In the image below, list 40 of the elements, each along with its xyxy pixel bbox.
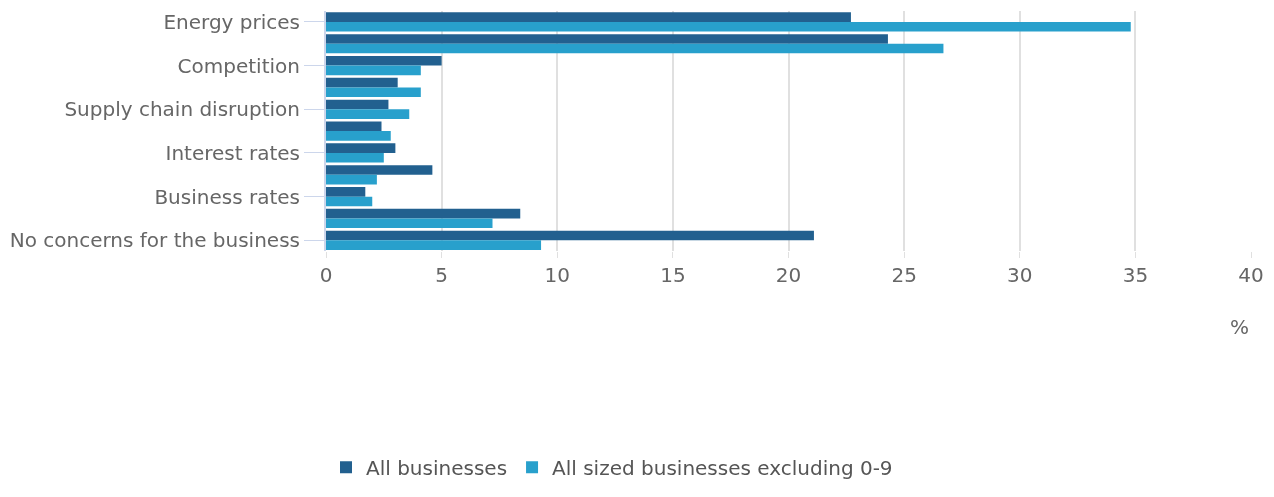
- y-tick-label: Competition: [177, 53, 300, 78]
- bar: [326, 187, 366, 197]
- bar: [326, 65, 421, 76]
- x-axis-title: %: [1230, 315, 1250, 339]
- bar: [326, 208, 521, 219]
- x-tick-label: 0: [319, 263, 333, 288]
- y-tick-label: Interest rates: [165, 140, 300, 165]
- bar: [326, 55, 442, 66]
- bar: [326, 77, 398, 88]
- x-tick-label: 15: [660, 263, 686, 288]
- y-tick-label: Energy prices: [163, 9, 300, 34]
- bar: [326, 43, 944, 54]
- x-tick-label: 20: [775, 263, 802, 288]
- x-tick-label: 25: [891, 263, 917, 288]
- y-tick-label: No concerns for the business: [9, 228, 300, 253]
- bar: [326, 109, 410, 119]
- x-tick-label: 10: [544, 263, 570, 288]
- y-tick-label: Supply chain disruption: [64, 97, 300, 122]
- x-tick-label: 5: [435, 263, 448, 288]
- bar: [326, 34, 888, 44]
- bar: [326, 165, 433, 175]
- bar: [326, 196, 373, 207]
- x-tick-label: 40: [1238, 263, 1264, 288]
- bar: [326, 240, 542, 250]
- legend-label: All sized businesses excluding 0-9: [552, 456, 893, 481]
- bar: [326, 152, 384, 163]
- bar: [326, 174, 377, 185]
- bar: [326, 87, 421, 98]
- x-tick-label: 35: [1122, 263, 1149, 288]
- bar: [326, 230, 814, 241]
- bar: [326, 121, 382, 132]
- bar: [326, 21, 1131, 32]
- bar: [326, 143, 396, 153]
- legend-label: All businesses: [366, 456, 508, 481]
- bar: [326, 131, 391, 141]
- bar: [326, 12, 851, 22]
- y-tick-label: Business rates: [154, 184, 300, 209]
- x-tick-label: 30: [1007, 263, 1033, 288]
- bar: [326, 218, 493, 229]
- bar: [326, 99, 389, 110]
